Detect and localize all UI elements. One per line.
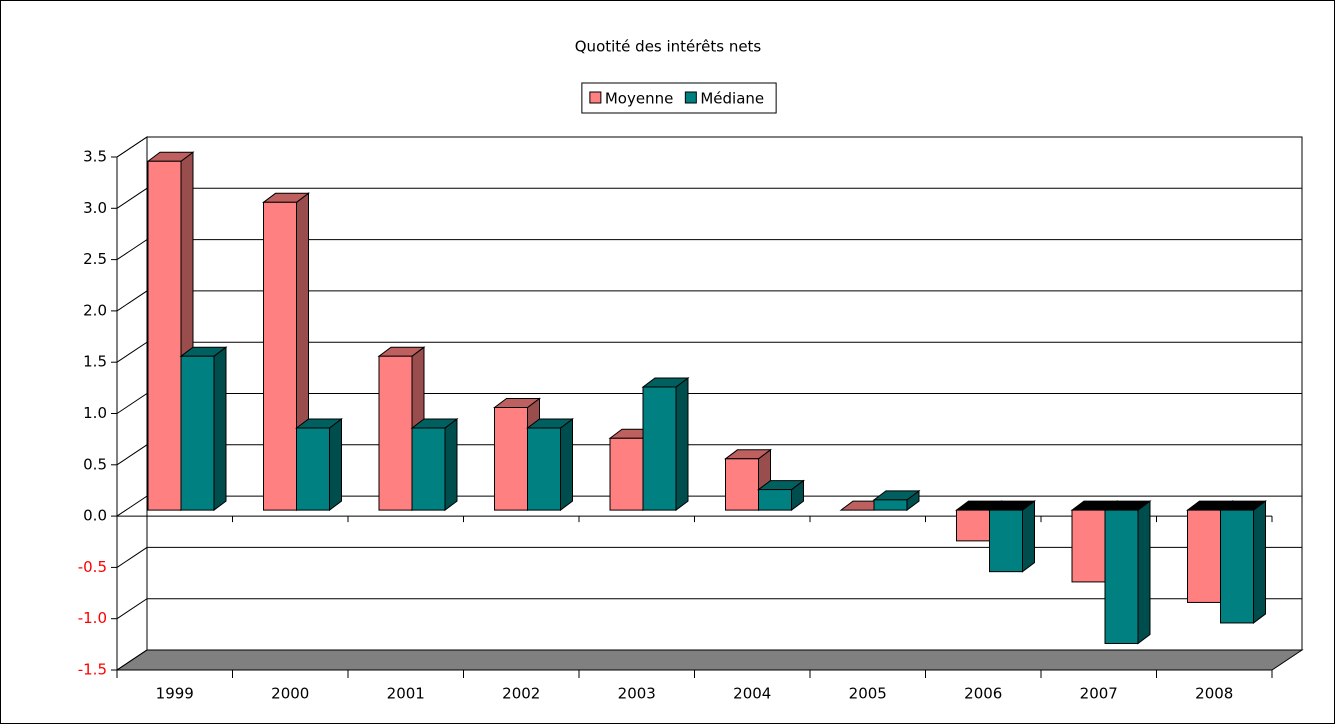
x-tick-label: 2002 bbox=[502, 685, 540, 703]
bar-side bbox=[213, 346, 227, 512]
grid-line bbox=[116, 598, 1302, 620]
y-tick-label: -1.5 bbox=[78, 661, 107, 679]
floor bbox=[115, 649, 1304, 671]
x-tick-label: 2004 bbox=[733, 685, 771, 703]
y-tick-label: 0.0 bbox=[83, 507, 107, 525]
bar-front bbox=[1220, 509, 1254, 624]
bar bbox=[641, 376, 690, 512]
bar-front bbox=[147, 160, 182, 511]
grid-line bbox=[116, 290, 1302, 312]
bar-front bbox=[411, 427, 446, 511]
bar-front bbox=[296, 427, 330, 511]
x-tick-label: 2001 bbox=[387, 685, 425, 703]
legend-label: Moyenne bbox=[605, 90, 673, 108]
bar-side bbox=[329, 418, 342, 512]
x-tick-label: 2006 bbox=[964, 685, 1002, 703]
grid-line bbox=[116, 393, 1302, 414]
bar-front bbox=[378, 355, 413, 511]
bar-front bbox=[642, 386, 677, 511]
x-tick-label: 2005 bbox=[849, 685, 887, 703]
y-tick-label: 2.0 bbox=[83, 301, 107, 319]
y-tick-label: 3.5 bbox=[83, 148, 107, 166]
bar-side bbox=[1137, 500, 1151, 645]
chart-title: Quotité des intérêts nets bbox=[575, 38, 762, 56]
legend-swatch bbox=[589, 91, 602, 104]
bar-front bbox=[758, 489, 792, 511]
y-tick-label: 1.0 bbox=[83, 404, 107, 422]
bar bbox=[410, 418, 459, 512]
bar bbox=[295, 418, 343, 512]
legend-swatch bbox=[684, 91, 697, 104]
bar-front bbox=[527, 427, 561, 511]
x-tick-label: 2003 bbox=[618, 685, 656, 703]
grid-line bbox=[116, 187, 1302, 209]
bar-side bbox=[1253, 500, 1266, 624]
bar-front bbox=[873, 499, 908, 511]
bar-front bbox=[609, 437, 644, 511]
x-tick-label: 1999 bbox=[156, 685, 194, 703]
bar-side bbox=[444, 418, 458, 512]
y-tick-label: 0.5 bbox=[83, 455, 107, 473]
bar bbox=[872, 489, 921, 512]
bar bbox=[1103, 500, 1152, 645]
y-tick-label: 3.0 bbox=[83, 199, 107, 217]
y-tick-label: -0.5 bbox=[78, 558, 107, 576]
bar-front bbox=[494, 407, 528, 511]
bar-side bbox=[560, 418, 573, 512]
y-tick-label: 2.5 bbox=[83, 250, 107, 268]
grid-line bbox=[116, 546, 1302, 568]
legend-box bbox=[581, 82, 777, 114]
grid-line bbox=[116, 341, 1302, 363]
bar-front bbox=[725, 458, 759, 511]
grid-line bbox=[116, 239, 1302, 261]
legend-label: Médiane bbox=[700, 90, 764, 108]
bar-side bbox=[1022, 500, 1035, 573]
bar bbox=[526, 418, 574, 512]
legend: Moyenne Médiane bbox=[581, 82, 777, 114]
y-tick-label: 1.5 bbox=[83, 353, 107, 371]
grid-line bbox=[116, 136, 1302, 158]
bar-front bbox=[1104, 509, 1139, 644]
bar bbox=[1219, 500, 1267, 624]
bar-front bbox=[263, 201, 297, 511]
bar-side bbox=[675, 376, 689, 512]
bar-front bbox=[1187, 509, 1221, 603]
bar-front bbox=[1071, 509, 1106, 583]
grid-line bbox=[116, 649, 1302, 671]
x-tick-label: 2008 bbox=[1195, 685, 1233, 703]
bar bbox=[179, 346, 228, 512]
bar bbox=[757, 479, 805, 512]
y-tick-label: -1.0 bbox=[78, 609, 107, 627]
bar-front bbox=[956, 509, 990, 542]
x-tick-label: 2007 bbox=[1080, 685, 1118, 703]
x-tick-label: 2000 bbox=[271, 685, 309, 703]
bar bbox=[988, 500, 1036, 573]
bar-front bbox=[180, 355, 215, 511]
grid-line bbox=[116, 444, 1302, 466]
bar-front bbox=[989, 509, 1023, 573]
